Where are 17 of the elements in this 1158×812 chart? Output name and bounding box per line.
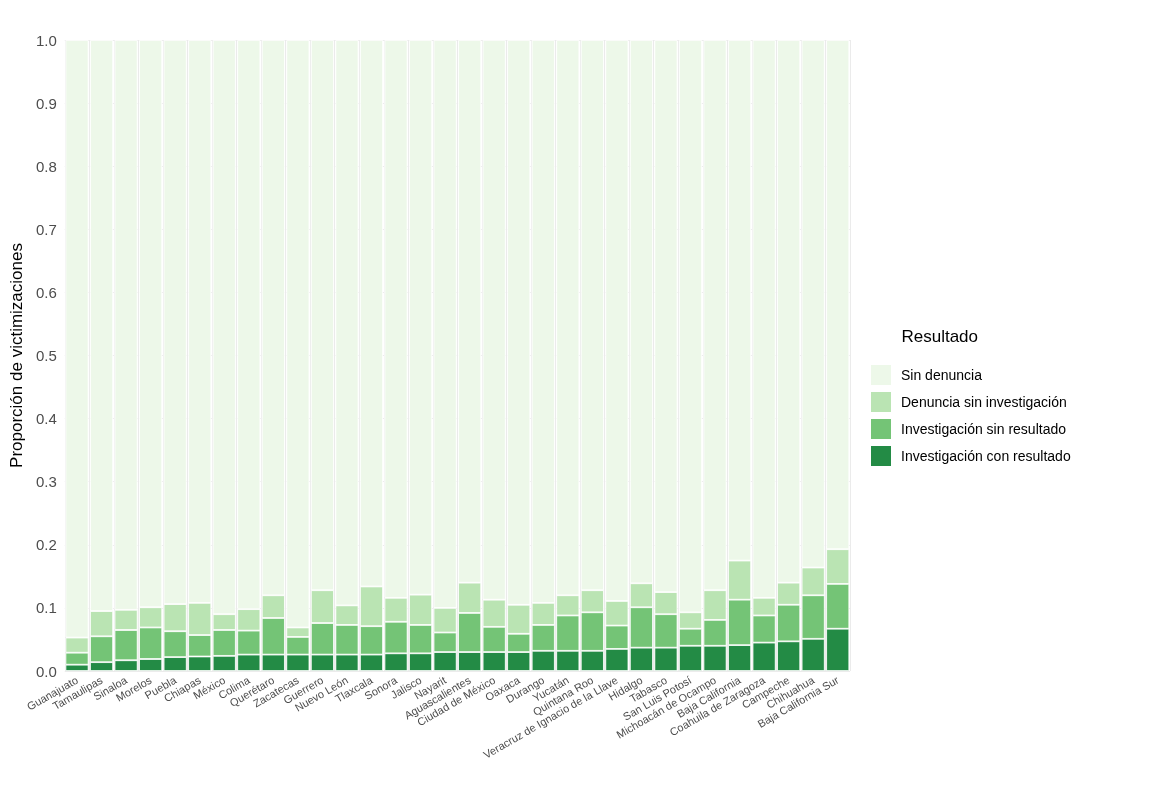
legend-label: Sin denuncia (901, 367, 983, 383)
y-axis-title: Proporción de victimizaciones (7, 243, 26, 468)
legend-title: Resultado (901, 327, 979, 346)
y-tick-label: 0.1 (35, 599, 57, 617)
y-tick-label: 0.9 (35, 94, 57, 112)
y-tick-label: 0.0 (35, 662, 57, 680)
legend-label: Investigación con resultado (901, 448, 1071, 464)
y-tick-label: 0.5 (35, 347, 57, 364)
y-tick-label: 0.3 (35, 473, 57, 491)
y-tick-label: 0.4 (35, 410, 57, 428)
legend-label: Denuncia sin investigación (901, 394, 1067, 410)
y-tick-label: 0.6 (35, 283, 57, 301)
y-tick-label: 0.8 (35, 157, 57, 175)
y-tick-label: 0.2 (35, 536, 57, 554)
y-tick-label: 1.0 (35, 31, 57, 49)
y-tick-label: 0.7 (35, 220, 57, 238)
legend-label: Investigación sin resultado (901, 421, 1067, 437)
